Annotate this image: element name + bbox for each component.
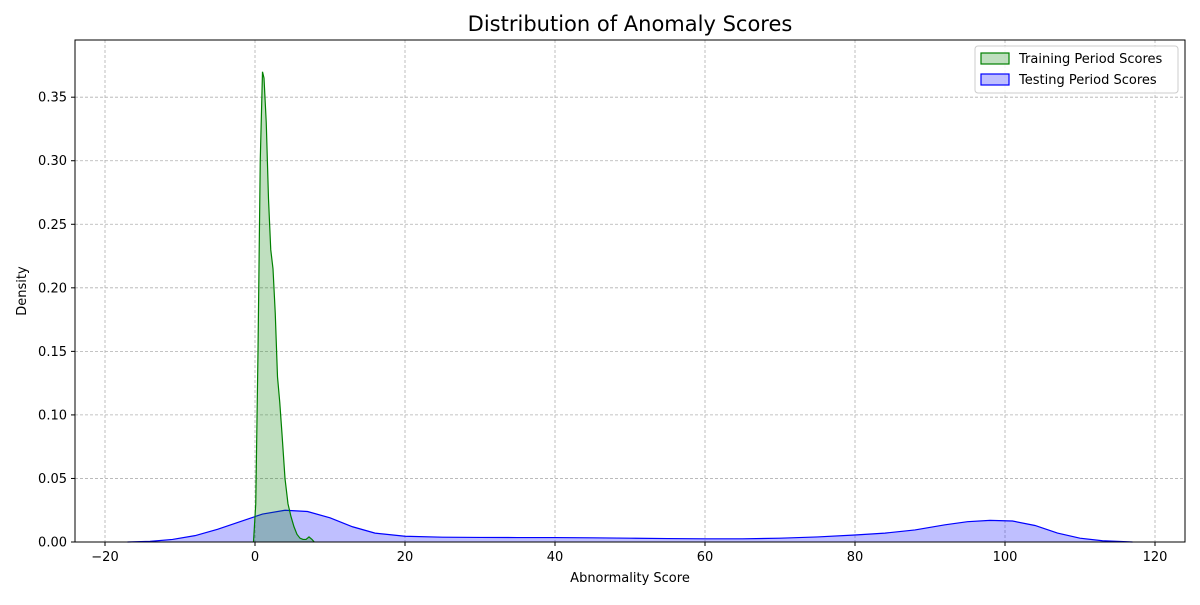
x-tick-label: 120 xyxy=(1143,550,1168,565)
x-axis-label: Abnormality Score xyxy=(570,571,690,586)
y-tick-label: 0.35 xyxy=(38,91,67,106)
series-line-testing xyxy=(127,509,1133,543)
series-area-training xyxy=(253,71,315,543)
y-tick-label: 0.15 xyxy=(38,345,67,360)
x-tick-label: 80 xyxy=(847,550,864,565)
x-tick-label: 60 xyxy=(697,550,714,565)
x-tick-label: 100 xyxy=(993,550,1018,565)
legend-entry-label: Testing Period Scores xyxy=(1018,73,1157,88)
legend: Training Period Scores Testing Period Sco… xyxy=(974,45,1179,94)
y-tick-label: 0.05 xyxy=(38,472,67,487)
y-tick-label: 0.10 xyxy=(38,408,67,423)
plot-frame xyxy=(74,39,1186,543)
legend-box xyxy=(974,45,1179,94)
x-tick-label: 20 xyxy=(397,550,414,565)
axes-group: −20 0 20 40 60 80 100 120 0.00 0.05 0.10 0.15 0.20 0.… xyxy=(38,39,1186,565)
legend-swatch xyxy=(980,52,1010,65)
grid-lines xyxy=(75,40,1185,543)
y-axis-label: Density xyxy=(15,266,30,316)
series-group xyxy=(127,71,1133,543)
x-tick-label: 40 xyxy=(547,550,564,565)
y-tick-label: 0.00 xyxy=(38,536,67,551)
y-tick-label: 0.30 xyxy=(38,154,67,169)
x-tick-label: −20 xyxy=(91,550,118,565)
chart-title: Distribution of Anomaly Scores xyxy=(468,12,793,36)
legend-swatch xyxy=(980,73,1010,86)
y-tick-label: 0.20 xyxy=(38,281,67,296)
series-line-training xyxy=(252,71,315,543)
x-tick-label: 0 xyxy=(251,550,259,565)
y-tick-label: 0.25 xyxy=(38,218,67,233)
legend-entry-label: Training Period Scores xyxy=(1018,52,1163,67)
